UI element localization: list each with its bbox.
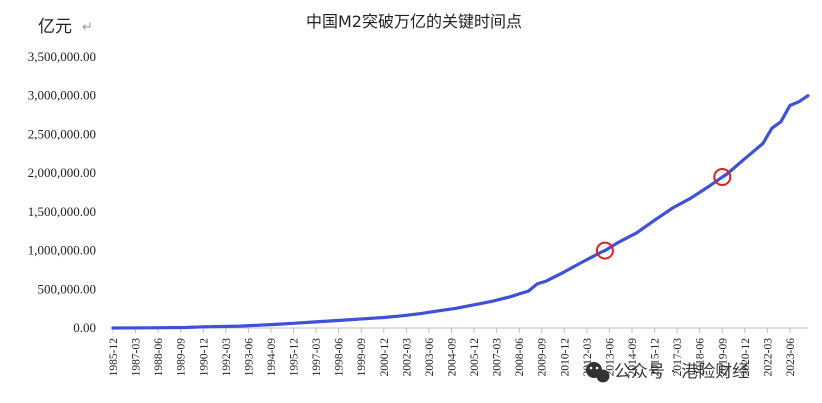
x-tick-label: 2022-03 [762, 338, 774, 377]
y-tick-label: 3,000,000.00 [28, 88, 96, 103]
annotation-layer [595, 168, 732, 260]
x-tick-label: 2023-06 [785, 338, 797, 377]
x-tick-label: 1989-09 [176, 338, 188, 377]
x-tick-label: 2017-03 [672, 338, 684, 377]
x-tick-label: 2000-12 [379, 338, 391, 377]
y-tick-label: 2,500,000.00 [28, 126, 96, 141]
x-tick-label: 1992-03 [221, 338, 233, 377]
y-tick-label: 500,000.00 [38, 281, 97, 296]
x-tick-label: 2005-12 [469, 338, 481, 377]
watermark-text: 公众号 · 港险财经 [614, 362, 749, 382]
unit-label: 亿元 [38, 17, 72, 37]
y-tick-label: 1,000,000.00 [28, 243, 96, 258]
x-tick-label: 1995-12 [289, 338, 301, 377]
x-tick-label: 2014-09 [627, 338, 639, 377]
x-tick-label: 2019-09 [717, 338, 729, 377]
chart-title: 中国M2突破万亿的关键时间点 [306, 12, 522, 31]
x-tick-label: 1990-12 [198, 338, 210, 377]
x-tick-label: 2003-06 [424, 338, 436, 377]
x-tick-label: 2010-12 [559, 338, 571, 377]
x-axis: 1985-12 1987-03 1988-06 1989-09 1990-12 1992-… [108, 327, 808, 377]
milestone-circle [595, 241, 614, 260]
y-tick-label: 3,500,000.00 [28, 49, 96, 64]
x-tick-label: 1993-06 [243, 338, 255, 377]
x-tick-label: 1998-06 [334, 338, 346, 377]
x-tick-label: 1985-12 [108, 338, 120, 377]
x-tick-label: 2013-06 [604, 338, 616, 377]
x-tick-label: 1994-09 [266, 338, 278, 377]
x-tick-label: 1987-03 [131, 338, 143, 377]
watermark: 公众号 · 港险财经 [586, 362, 749, 383]
x-tick-label: 2004-09 [446, 338, 458, 377]
y-axis: 0.00 500,000.00 1,000,000.00 1,500,000.00 2,… [28, 49, 96, 335]
x-tick-label: 2015-12 [650, 338, 662, 377]
x-tick-label: 2018-06 [695, 338, 707, 377]
unit-label-group: 亿元 ↵ [38, 17, 93, 37]
x-tick-label: 1988-06 [153, 338, 165, 377]
y-tick-label: 2,000,000.00 [28, 165, 96, 180]
milestone-circle [713, 168, 732, 187]
x-tick-label: 1999-09 [356, 338, 368, 377]
x-tick-label: 2002-03 [401, 338, 413, 377]
x-tick-label: 2020-12 [740, 338, 752, 377]
x-tick-label: 2009-09 [537, 338, 549, 377]
series-line [111, 94, 810, 330]
x-tick-label: 1997-03 [311, 338, 323, 377]
x-tick-label: 2008-06 [514, 338, 526, 377]
series-layer [111, 94, 810, 330]
wechat-icon [586, 362, 610, 383]
y-tick-label: 1,500,000.00 [28, 204, 96, 219]
y-tick-label: 0.00 [73, 320, 96, 335]
x-tick-label: 2007-03 [492, 338, 504, 377]
return-mark-icon: ↵ [82, 20, 93, 35]
